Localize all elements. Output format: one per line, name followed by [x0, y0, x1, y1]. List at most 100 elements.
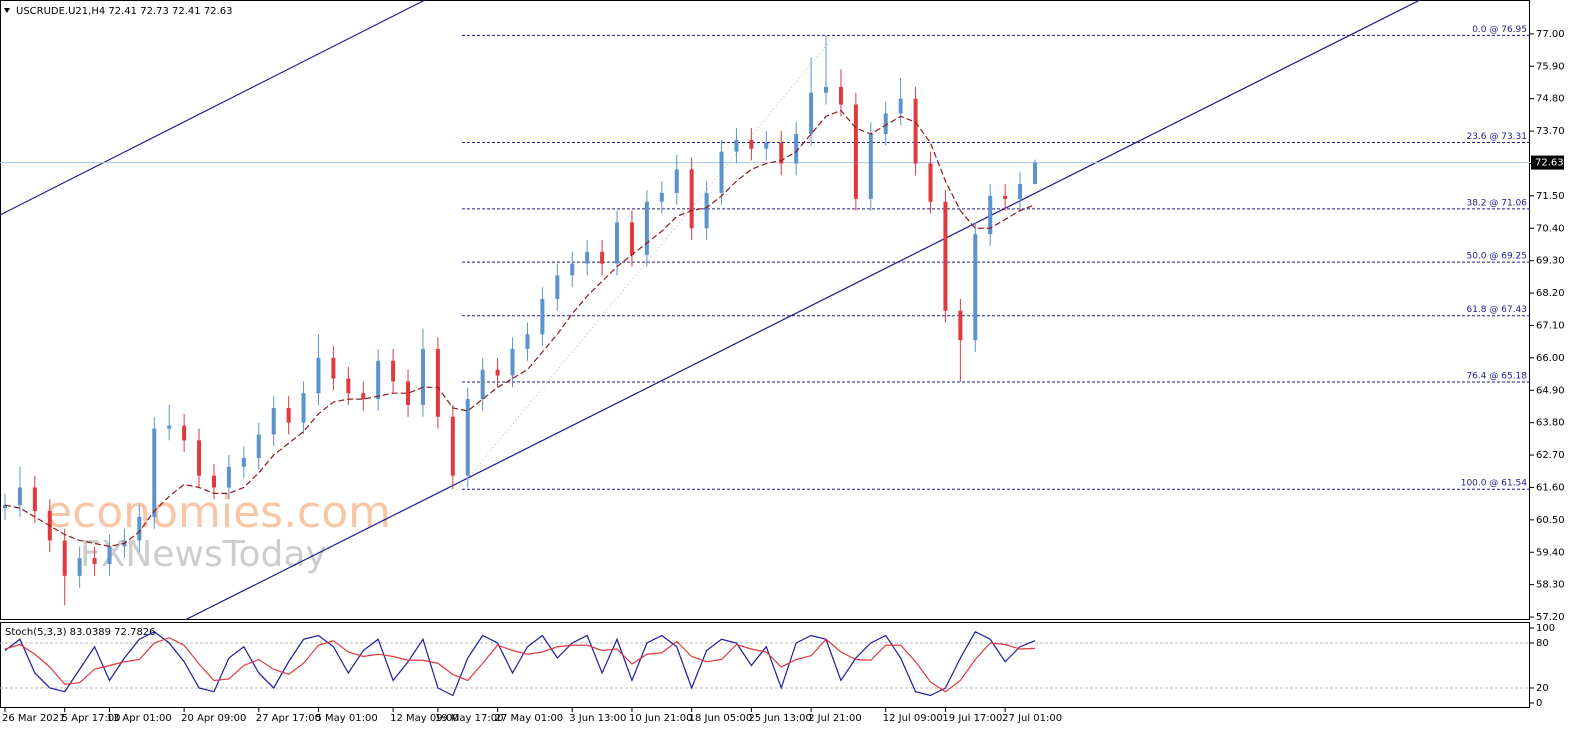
- y-tick-label: 80: [1536, 638, 1549, 649]
- x-tick-label: 27 Jul 01:00: [1002, 713, 1062, 724]
- candle-body: [883, 113, 888, 135]
- candle-body: [853, 104, 858, 199]
- fib-label: 50.0 @ 69.25: [1466, 252, 1527, 262]
- current-price-label: 72.63: [1535, 158, 1564, 169]
- candle-body: [510, 349, 515, 376]
- y-tick-label: 20: [1536, 683, 1549, 694]
- x-tick-label: 2 Jul 21:00: [808, 713, 862, 724]
- candle-body: [197, 440, 202, 476]
- candle-body: [570, 263, 575, 276]
- candle-body: [958, 310, 963, 341]
- candle-body: [585, 251, 590, 264]
- watermark-text: economies.com: [45, 487, 391, 538]
- fib-label: 61.8 @ 67.43: [1466, 305, 1527, 315]
- fib-label: 100.0 @ 61.54: [1461, 479, 1528, 489]
- candle-body: [17, 487, 22, 506]
- y-tick-label: 100: [1536, 623, 1555, 634]
- stoch-line: [4, 630, 1036, 697]
- candle-body: [211, 475, 216, 488]
- candle-body: [749, 139, 754, 149]
- candle-body: [525, 334, 530, 350]
- candle-body: [928, 163, 933, 202]
- x-tick-label: 18 Jun 05:00: [689, 713, 753, 724]
- candle-body: [241, 458, 246, 467]
- candle-body: [1033, 162, 1037, 185]
- candle-body: [719, 151, 724, 193]
- candle-body: [62, 540, 67, 576]
- x-tick-label: 26 Mar 2021: [2, 713, 65, 724]
- stoch-area: [0, 630, 1530, 697]
- candle-body: [794, 134, 799, 164]
- candle-body: [779, 142, 784, 164]
- candle-body: [32, 487, 37, 512]
- y-tick-label: 60.50: [1536, 515, 1565, 526]
- y-tick-label: 58.30: [1536, 580, 1565, 591]
- x-tick-label: 19 May 17:00: [435, 713, 504, 724]
- x-tick-label: 12 Jul 09:00: [883, 713, 943, 724]
- y-tick-label: 63.80: [1536, 418, 1565, 429]
- candle-body: [137, 516, 142, 541]
- watermark: economies.com FXNewsToday: [45, 487, 391, 575]
- stoch-line: [4, 637, 1036, 693]
- candle-body: [555, 275, 560, 299]
- candle-body: [465, 399, 470, 476]
- y-tick-label: 71.50: [1536, 191, 1565, 202]
- x-tick-label: 5 Apr 17:00: [62, 713, 121, 724]
- candle-body: [316, 357, 321, 394]
- candle-body: [495, 369, 500, 376]
- fib-diagonal: [461, 34, 836, 486]
- candle-body: [361, 393, 366, 400]
- candle-body: [152, 428, 157, 517]
- candle-body: [286, 407, 291, 423]
- candle-body: [838, 86, 843, 105]
- drawings: [0, 0, 1421, 620]
- fib-label: 0.0 @ 76.95: [1472, 25, 1527, 35]
- x-tick-label: 19 Jul 17:00: [942, 713, 1002, 724]
- candle-body: [913, 98, 918, 164]
- candle-body: [973, 234, 978, 341]
- x-tick-label: 12 May 09:00: [390, 713, 459, 724]
- candle-body: [107, 546, 112, 565]
- candle-body: [674, 169, 679, 193]
- y-tick-label: 74.80: [1536, 94, 1565, 105]
- candle-body: [420, 349, 425, 405]
- y-tick-label: 66.00: [1536, 353, 1565, 364]
- candle-body: [3, 505, 7, 509]
- moving-average: [4, 109, 1036, 547]
- stoch-frame: [0, 622, 1530, 708]
- candle-body: [898, 98, 903, 114]
- candle-body: [331, 357, 336, 379]
- x-tick-label: 25 Jun 13:00: [748, 713, 812, 724]
- y-tick-label: 59.40: [1536, 547, 1565, 558]
- x-tick-label: 13 Apr 01:00: [106, 713, 171, 724]
- channel-line: [0, 0, 426, 216]
- y-tick-label: 0: [1536, 698, 1542, 709]
- y-tick-label: 69.30: [1536, 256, 1565, 267]
- candle-body: [435, 349, 440, 417]
- candle-body: [376, 360, 381, 400]
- channel-line: [184, 0, 1421, 620]
- candle-body: [480, 369, 485, 400]
- candle-body: [92, 558, 97, 565]
- x-tick-label: 27 Apr 17:00: [256, 713, 321, 724]
- candle-body: [868, 134, 873, 199]
- candle-body: [391, 360, 396, 382]
- stoch-header: Stoch(5,3,3) 83.0389 72.7826: [5, 627, 156, 638]
- fib-label: 76.4 @ 65.18: [1466, 372, 1527, 382]
- candle-body: [540, 298, 545, 335]
- x-tick-label: 27 May 01:00: [495, 713, 564, 724]
- x-tick-label: 3 Jun 13:00: [569, 713, 626, 724]
- y-tick-label: 73.70: [1536, 126, 1565, 137]
- candle-body: [346, 378, 351, 394]
- candle-body: [301, 393, 306, 423]
- candle-body: [182, 425, 187, 441]
- x-tick-label: 20 Apr 09:00: [181, 713, 246, 724]
- candle-body: [1018, 184, 1023, 199]
- candle-body: [600, 251, 605, 264]
- y-tick-label: 57.20: [1536, 612, 1565, 623]
- price-area: 0.0 @ 76.95 23.6 @ 73.31 38.2 @ 71.06 50.0 …: [0, 25, 1530, 606]
- candle-body: [689, 169, 694, 229]
- candle-body: [615, 222, 620, 264]
- candle-body: [943, 201, 948, 311]
